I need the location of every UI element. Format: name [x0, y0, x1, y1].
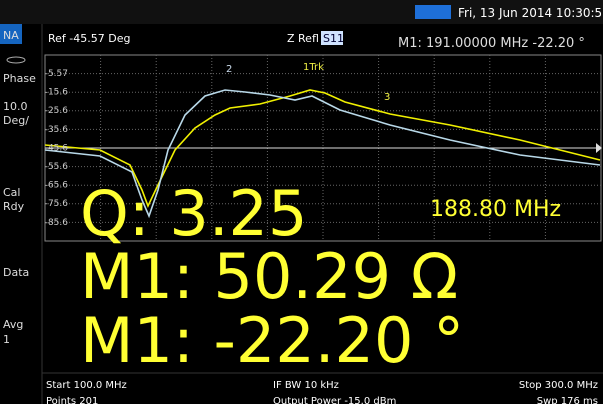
measurement: Z Refl: [287, 32, 319, 45]
y-tick-label: -25.6: [45, 106, 69, 116]
y-tick-label: -45.6: [45, 143, 69, 153]
marker-2: 2: [226, 64, 232, 75]
param-box: [321, 31, 343, 45]
start-freq: Start 100.0 MHz: [46, 380, 127, 391]
marker-readout: M1: 191.00000 MHz -22.20 °: [398, 36, 585, 51]
scale-unit: Deg/: [3, 114, 29, 127]
marker-3: 3: [384, 92, 390, 103]
y-tick-label: -55.6: [45, 162, 69, 172]
y-tick-label: -85.6: [45, 218, 69, 228]
cal-state: Rdy: [3, 200, 25, 213]
status-bar: [0, 0, 603, 24]
trace-yellow: [44, 89, 601, 209]
impedance-readout: M1: 50.29 Ω: [80, 240, 458, 313]
stop-freq: Stop 300.0 MHz: [519, 380, 598, 391]
y-tick-label: -5.57: [45, 69, 68, 79]
q-readout: Q: 3.25: [80, 177, 307, 250]
avg-count: 1: [3, 333, 10, 346]
marker-1: 1Trk: [303, 62, 324, 73]
y-tick-label: -75.6: [45, 199, 69, 209]
status-icon: [415, 5, 451, 19]
if-bandwidth: IF BW 10 kHz: [273, 380, 339, 391]
mode-box: [0, 24, 22, 44]
date-time: Fri, 13 Jun 2014 10:30:58 AM: [458, 6, 603, 20]
points: Points 201: [46, 396, 98, 404]
ref-level: Ref -45.57 Deg: [48, 32, 130, 45]
ref-arrow: [596, 143, 602, 153]
scale: 10.0: [3, 100, 28, 113]
y-tick-label: -35.6: [45, 125, 69, 135]
rotate-icon: [6, 56, 26, 64]
avg: Avg: [3, 318, 23, 331]
format: Phase: [3, 72, 36, 85]
y-tick-label: -65.6: [45, 181, 69, 191]
cal: Cal: [3, 186, 20, 199]
sweep-time: Swp 176 ms: [537, 396, 598, 404]
y-tick-label: -15.6: [45, 88, 69, 98]
data-label: Data: [3, 266, 29, 279]
mode: NA: [3, 29, 19, 42]
output-power: Output Power -15.0 dBm: [273, 396, 396, 404]
trace-blue: [44, 89, 601, 219]
phase-readout: M1: -22.20 °: [80, 304, 464, 377]
freq-readout: 188.80 MHz: [430, 197, 561, 222]
parameter: S11: [323, 32, 344, 45]
